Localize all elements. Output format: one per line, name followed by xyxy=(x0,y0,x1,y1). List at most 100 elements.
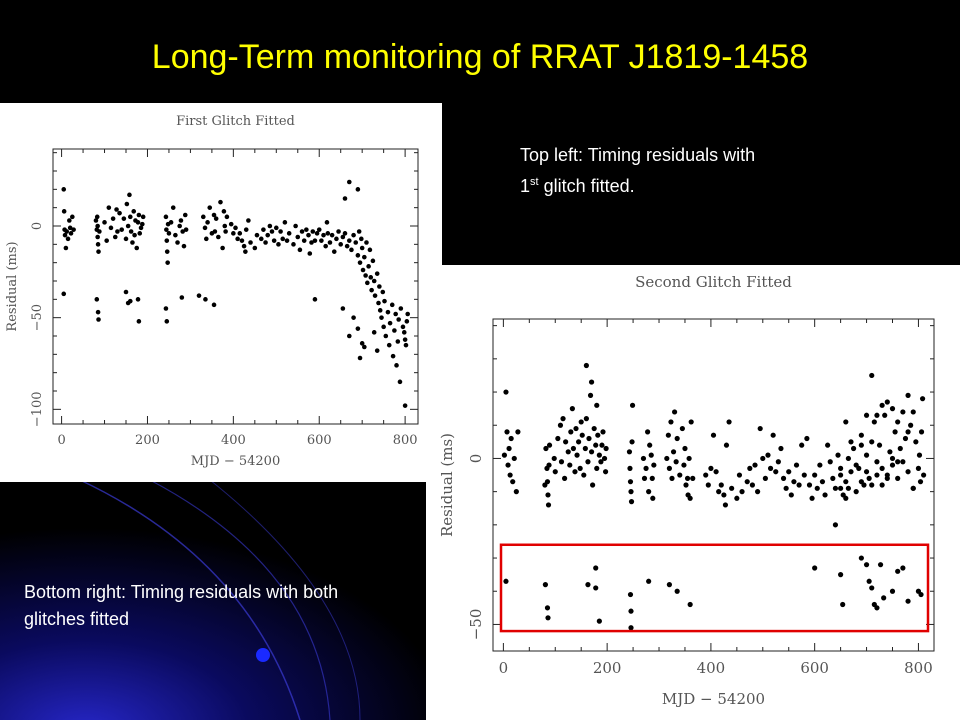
data-point xyxy=(220,245,225,251)
data-point xyxy=(801,472,807,478)
data-point xyxy=(177,223,182,229)
data-point xyxy=(403,342,409,348)
data-point xyxy=(817,462,823,468)
data-point xyxy=(736,472,743,478)
chart-title: Second Glitch Fitted xyxy=(635,273,792,291)
caption-top-superscript: st xyxy=(530,176,539,188)
data-point xyxy=(560,416,566,422)
data-point xyxy=(501,452,508,458)
data-point xyxy=(135,220,141,225)
data-point xyxy=(117,210,122,216)
data-point xyxy=(243,227,249,232)
data-point xyxy=(67,218,72,223)
data-point xyxy=(858,442,864,448)
data-point xyxy=(95,234,100,240)
data-point xyxy=(629,402,636,408)
data-point xyxy=(371,278,377,284)
data-point xyxy=(205,220,210,225)
data-point xyxy=(734,495,740,501)
data-point xyxy=(222,223,228,229)
data-point xyxy=(726,419,732,425)
data-point xyxy=(603,445,609,452)
data-point xyxy=(392,328,397,333)
data-point xyxy=(832,522,839,528)
data-point xyxy=(228,221,234,227)
data-point xyxy=(900,409,906,415)
data-point xyxy=(137,231,143,236)
data-point xyxy=(513,489,519,495)
data-point xyxy=(666,582,672,588)
data-point xyxy=(762,475,768,481)
data-point xyxy=(363,273,368,278)
data-point xyxy=(269,229,275,234)
data-point xyxy=(267,223,273,229)
data-point xyxy=(344,243,350,249)
data-point xyxy=(594,402,600,408)
data-point xyxy=(295,234,301,240)
data-point xyxy=(884,399,890,405)
data-point xyxy=(359,341,365,346)
data-point xyxy=(389,302,395,308)
data-point xyxy=(843,479,849,485)
data-point xyxy=(721,492,727,498)
data-point xyxy=(61,291,67,297)
data-point xyxy=(63,245,69,251)
data-point xyxy=(360,267,366,273)
data-point xyxy=(651,462,657,468)
data-point xyxy=(394,363,399,368)
data-point xyxy=(115,229,120,234)
data-point xyxy=(248,240,253,245)
x-tick-label: 0 xyxy=(57,433,65,448)
y-tick-label: −50 xyxy=(30,304,45,331)
data-point xyxy=(905,392,911,398)
data-point xyxy=(591,425,597,432)
data-point xyxy=(134,245,140,251)
data-point xyxy=(356,229,362,234)
data-point xyxy=(561,475,568,481)
data-point xyxy=(718,482,724,488)
y-tick-label: 0 xyxy=(30,222,45,230)
data-point xyxy=(910,409,916,415)
data-point xyxy=(546,462,552,468)
data-point xyxy=(670,449,677,455)
data-point xyxy=(752,462,758,468)
data-point xyxy=(276,242,281,247)
data-point xyxy=(371,330,377,335)
data-point xyxy=(765,452,771,458)
data-point xyxy=(629,439,635,445)
data-point xyxy=(879,482,885,488)
data-point xyxy=(233,225,238,231)
data-point xyxy=(402,337,408,342)
decorative-arc xyxy=(209,479,361,720)
data-point xyxy=(397,379,403,385)
data-point xyxy=(321,232,326,238)
data-point xyxy=(760,455,766,462)
data-point xyxy=(853,489,859,495)
data-point xyxy=(744,479,750,485)
data-point xyxy=(136,319,142,324)
y-tick-label: 0 xyxy=(467,454,485,464)
data-point xyxy=(921,472,927,478)
data-point xyxy=(895,568,901,574)
y-tick-label: −50 xyxy=(467,609,485,641)
data-point xyxy=(601,455,608,462)
data-point xyxy=(755,489,761,495)
data-point xyxy=(61,209,67,214)
data-point xyxy=(351,315,356,320)
data-point xyxy=(545,502,552,508)
data-point xyxy=(241,243,247,249)
data-point xyxy=(164,238,170,243)
chart-title: First Glitch Fitted xyxy=(176,114,295,129)
data-point xyxy=(830,475,836,481)
data-point xyxy=(181,243,187,249)
data-point xyxy=(840,601,846,608)
data-point xyxy=(110,216,116,221)
data-point xyxy=(131,209,137,214)
data-point xyxy=(881,595,887,601)
data-point xyxy=(64,229,70,234)
data-point xyxy=(362,254,367,260)
data-point xyxy=(377,308,383,313)
data-point xyxy=(710,432,717,438)
data-point xyxy=(786,469,792,475)
data-point xyxy=(293,223,298,229)
